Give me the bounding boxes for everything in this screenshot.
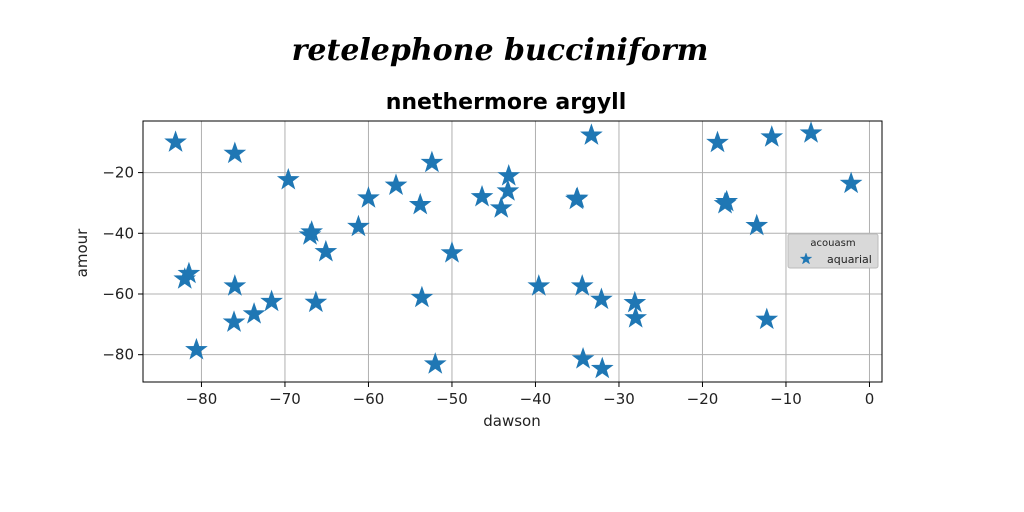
x-tick-label: −80	[186, 390, 218, 408]
data-point-star	[527, 274, 551, 296]
data-point-star	[580, 123, 603, 145]
data-point-star	[470, 184, 494, 207]
data-point-star	[570, 274, 594, 296]
data-point-star	[242, 302, 266, 324]
data-point-star	[440, 241, 464, 263]
x-tick-label: −70	[269, 390, 301, 408]
data-point-star	[745, 213, 769, 236]
data-point-star	[314, 239, 338, 262]
x-tick-label: −30	[603, 390, 635, 408]
y-tick-label: −80	[102, 346, 134, 364]
data-point-star	[760, 125, 784, 147]
data-point-star	[839, 171, 863, 194]
y-tick-label: −60	[102, 285, 134, 303]
plot-frame	[142, 120, 883, 383]
data-point-star	[410, 285, 434, 308]
legend: acouasm aquarial	[787, 233, 879, 269]
legend-marker-star-icon	[799, 252, 813, 265]
data-point-star	[715, 189, 739, 212]
data-point-star	[408, 192, 432, 215]
data-point-star	[755, 307, 779, 330]
data-point-star	[177, 261, 201, 284]
data-point-star	[420, 150, 444, 173]
x-tick-label: −50	[436, 390, 468, 408]
data-point-star	[623, 290, 647, 313]
data-point-star	[260, 289, 283, 312]
data-point-star	[300, 220, 324, 242]
x-tick-label: −20	[687, 390, 719, 408]
data-point-star	[799, 121, 823, 143]
data-point-star	[276, 167, 300, 190]
legend-title: acouasm	[810, 238, 855, 249]
data-point-star	[590, 356, 614, 379]
x-tick-label: −60	[353, 390, 385, 408]
data-point-star	[571, 347, 595, 369]
data-point-star	[185, 337, 208, 360]
grid	[143, 121, 882, 382]
data-point-star	[423, 352, 447, 374]
x-axis-label: dawson	[483, 412, 540, 430]
x-tick-label: −40	[520, 390, 552, 408]
data-point-star	[496, 179, 520, 201]
data-point-star	[223, 141, 247, 164]
data-point-star	[497, 164, 521, 186]
data-points	[164, 121, 863, 379]
data-point-star	[590, 287, 613, 310]
data-point-star	[384, 173, 408, 195]
legend-box	[787, 233, 879, 269]
y-tick-label: −20	[102, 164, 134, 182]
y-axis-label: amour	[73, 228, 91, 277]
data-point-star	[347, 214, 370, 237]
x-axis: −80 −70 −60 −50 −40 −30 −20 −10 0	[186, 382, 875, 408]
chart-suptitle: retelephone bucciniform	[292, 33, 709, 68]
data-point-star	[164, 130, 187, 152]
data-point-star	[222, 310, 246, 332]
data-point-star	[624, 306, 647, 328]
y-axis: −80 −60 −40 −20	[102, 164, 143, 364]
y-tick-label: −40	[102, 224, 134, 242]
data-point-star	[223, 274, 247, 296]
data-point-star	[357, 186, 380, 208]
data-point-star	[304, 290, 328, 313]
chart-title: nnethermore argyll	[386, 90, 627, 115]
data-point-star	[489, 196, 513, 218]
data-point-star	[706, 130, 729, 153]
legend-entry-label: aquarial	[827, 253, 872, 266]
x-tick-label: 0	[865, 390, 875, 408]
x-tick-label: −10	[770, 390, 802, 408]
data-point-star	[565, 186, 589, 209]
plot-area	[143, 121, 882, 382]
